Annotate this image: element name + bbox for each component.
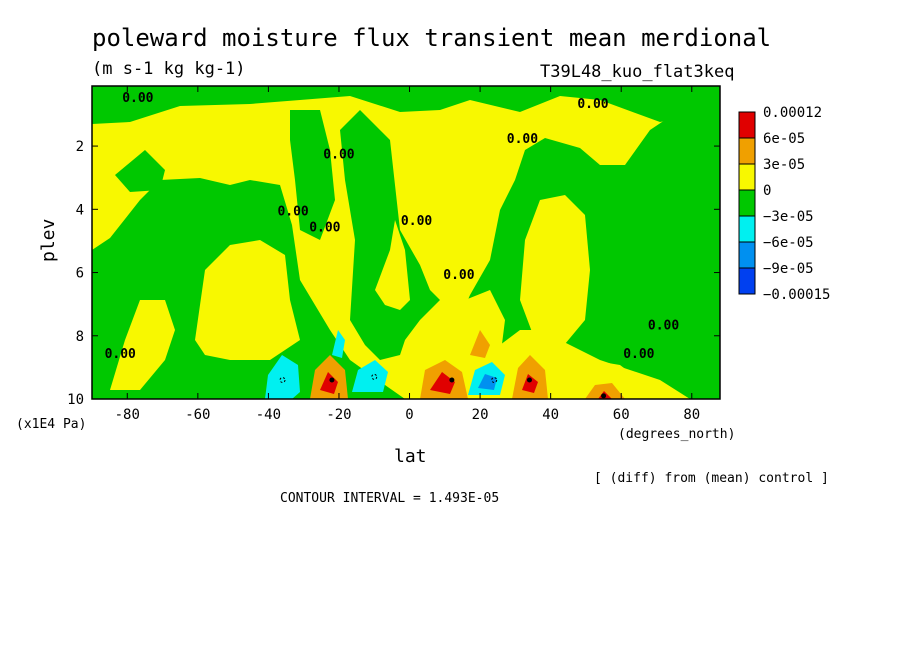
colorbar-label: 3e-05 bbox=[763, 157, 805, 173]
plot-frame bbox=[91, 85, 721, 400]
x-tick-label: -80 bbox=[115, 407, 140, 423]
field-region-yellow-mid-lobe bbox=[195, 240, 300, 360]
field-region-cyan-4 bbox=[332, 330, 345, 358]
contour-label-zero: 0.00 bbox=[648, 318, 679, 333]
contour-label-zero: 0.00 bbox=[277, 205, 308, 220]
y-tick-label: 2 bbox=[76, 139, 84, 155]
contour-label-zero: 0.00 bbox=[443, 268, 474, 283]
contour-label-zero: 0.00 bbox=[623, 347, 654, 362]
colorbar-swatch bbox=[738, 215, 756, 243]
x-axis-units: (degrees_north) bbox=[618, 427, 735, 442]
x-tick-label: -40 bbox=[256, 407, 281, 423]
y-tick-label: 4 bbox=[76, 202, 84, 218]
colorbar-label: 0.00012 bbox=[763, 105, 822, 121]
colorbar-label: −0.00015 bbox=[763, 287, 830, 303]
plot-area: 0.00 0.000.000.000.000.00 0.000.000.000.00… bbox=[92, 86, 720, 399]
contour-label-zero: 0.00 bbox=[401, 214, 432, 229]
field-region-orange-4 bbox=[585, 383, 625, 399]
chart-title: poleward moisture flux transient mean me… bbox=[92, 24, 771, 52]
field-region-red-3 bbox=[522, 374, 538, 393]
field-region-yellow-equator-lobe bbox=[375, 220, 410, 310]
field-region-cyan-1 bbox=[265, 355, 300, 399]
colorbar-swatch bbox=[738, 111, 756, 139]
colorbar-label: −6e-05 bbox=[763, 235, 814, 251]
colorbar-swatch bbox=[738, 241, 756, 269]
field-region-green-midlat-column bbox=[290, 110, 335, 240]
contour-label-zero: 0.00 bbox=[323, 148, 354, 163]
field-region-red-2 bbox=[430, 372, 455, 394]
y-axis-ticks: 2 4 6 8 10 bbox=[67, 139, 720, 408]
y-tick-label: 10 bbox=[67, 392, 84, 408]
field-region-yellow-nh-surface bbox=[560, 360, 650, 399]
field-region-green-left-patch bbox=[115, 150, 165, 192]
experiment-label: T39L48_kuo_flat3keq bbox=[540, 62, 734, 82]
field-region-orange-5 bbox=[470, 330, 490, 358]
field-region-yellow-nh-lobe bbox=[520, 195, 590, 350]
chart-units: (m s-1 kg kg-1) bbox=[92, 59, 246, 79]
field-region-green-top-band bbox=[92, 86, 720, 124]
field-region-green-equatorial-column bbox=[340, 110, 440, 360]
min-center-marker bbox=[491, 377, 498, 384]
x-tick-label: 60 bbox=[613, 407, 630, 423]
x-tick-label: 0 bbox=[405, 407, 413, 423]
field-region-red-1 bbox=[320, 372, 338, 394]
colorbar-label: 0 bbox=[763, 183, 771, 199]
x-axis-ticks: -80 -60 -40 -20 0 20 40 60 80 bbox=[115, 86, 700, 423]
field-region-yellow-left-lobe bbox=[110, 300, 175, 390]
contour-label-zero: 0.00 bbox=[507, 132, 538, 147]
colorbar-label: 6e-05 bbox=[763, 131, 805, 147]
colorbar-label: −9e-05 bbox=[763, 261, 814, 277]
colorbar-swatch bbox=[738, 163, 756, 191]
colorbar-label: −3e-05 bbox=[763, 209, 814, 225]
field-region-cyan-2 bbox=[352, 360, 388, 392]
y-axis-label: plev bbox=[38, 219, 59, 262]
x-tick-label: 40 bbox=[542, 407, 559, 423]
y-axis-units: (x1E4 Pa) bbox=[16, 417, 86, 432]
contour-interval-text: CONTOUR INTERVAL = 1.493E-05 bbox=[280, 491, 499, 506]
x-tick-label: -20 bbox=[326, 407, 351, 423]
colorbar: 0.00012 6e-05 3e-05 0 −3e-05 −6e-05 −9e-05 −0.0… bbox=[738, 105, 830, 303]
min-center-marker bbox=[279, 377, 286, 384]
x-axis-label: lat bbox=[394, 446, 427, 467]
max-center-marker bbox=[449, 377, 455, 383]
x-tick-label: -60 bbox=[185, 407, 210, 423]
max-center-marker bbox=[601, 393, 607, 399]
note-text: [ (diff) from (mean) control ] bbox=[594, 471, 829, 486]
contour-labels-layer: 0.00 0.000.000.000.000.00 0.000.000.000.00… bbox=[105, 91, 679, 399]
contour-label-zero: 0.00 bbox=[577, 97, 608, 112]
y-tick-label: 8 bbox=[76, 329, 84, 345]
colorbar-swatch bbox=[738, 267, 756, 295]
contour-label-zero: 0.00 bbox=[105, 347, 136, 362]
max-center-marker bbox=[526, 377, 532, 383]
x-tick-label: 80 bbox=[683, 407, 700, 423]
x-tick-label: 20 bbox=[472, 407, 489, 423]
min-center-marker bbox=[371, 373, 378, 380]
y-tick-label: 6 bbox=[76, 266, 84, 282]
contour-label-zero: 0.00 bbox=[309, 220, 340, 235]
colorbar-swatch bbox=[738, 137, 756, 165]
contour-label-zero: 0.00 bbox=[122, 91, 153, 106]
max-center-marker bbox=[329, 377, 335, 383]
colorbar-swatch bbox=[738, 189, 756, 217]
